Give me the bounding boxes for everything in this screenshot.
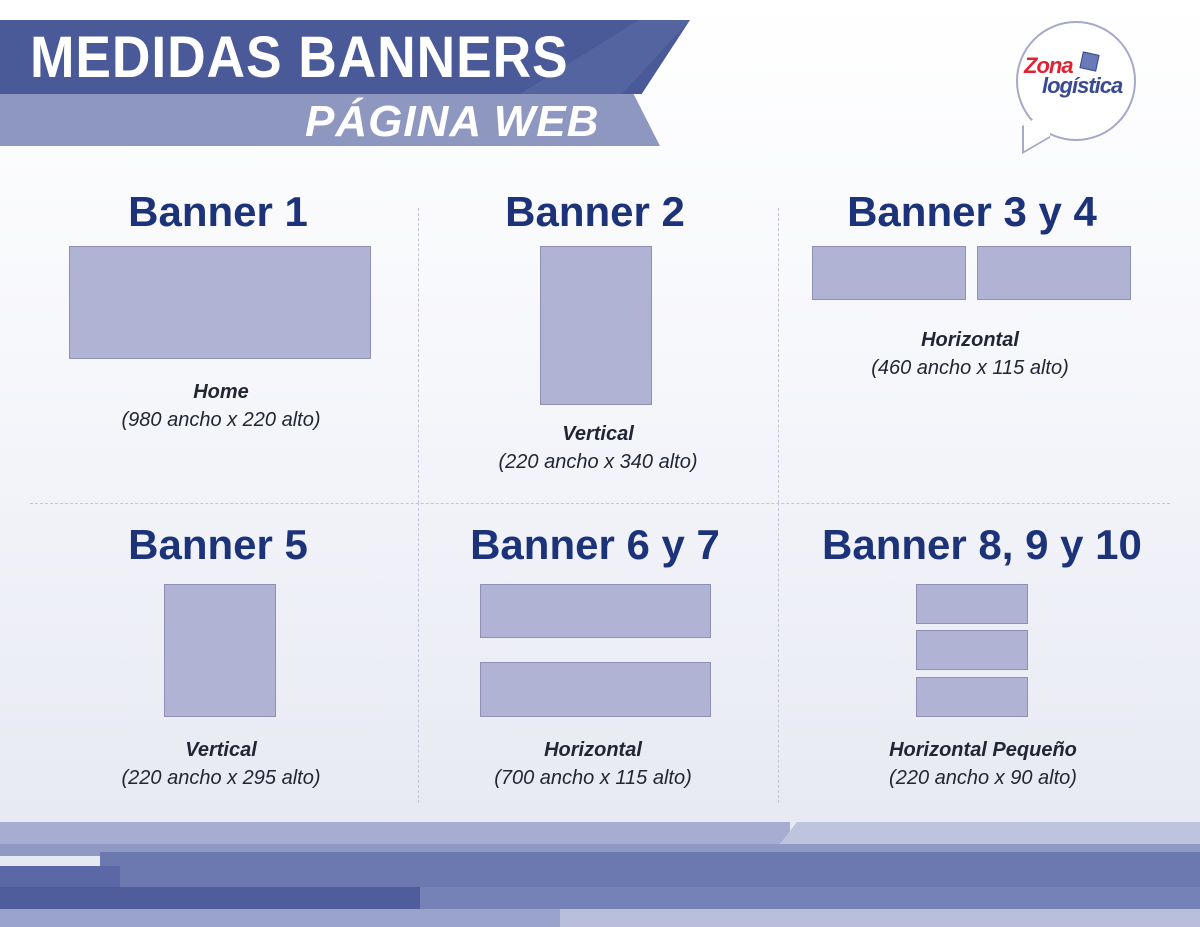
banner-8-9-10-heading: Banner 8, 9 y 10 [822,521,1142,568]
banner-2-heading: Banner 2 [505,188,685,235]
banner-6-7-dims: (700 ancho x 115 alto) [494,767,692,789]
banner-6-7-heading: Banner 6 y 7 [470,521,720,568]
banner-3-preview [812,246,966,300]
decorative-stripe [780,822,1200,844]
column-divider [778,208,779,503]
page-subtitle: PÁGINA WEB [305,97,600,146]
column-divider [418,208,419,503]
page-title: MEDIDAS BANNERS [30,25,569,90]
banner-3-4-dims: (460 ancho x 115 alto) [871,357,1069,379]
banner-5-preview [164,584,276,717]
row-divider [30,503,1170,504]
banner-3-4-heading: Banner 3 y 4 [847,188,1097,235]
banner-4-preview [977,246,1131,300]
column-divider [778,503,779,803]
decorative-stripe [560,909,1200,927]
column-divider [418,503,419,803]
package-icon [1079,51,1100,72]
banner-5-label: Vertical [185,739,257,761]
banner-10-preview [916,677,1028,717]
banner-2-label: Vertical [562,423,634,445]
banner-5-heading: Banner 5 [128,521,308,568]
banner-6-preview [480,584,711,638]
banner-7-preview [480,662,711,717]
logo: Zona logística [1020,53,1130,98]
banner-5-dims: (220 ancho x 295 alto) [121,767,321,789]
header-band [0,20,690,94]
banner-9-preview [916,630,1028,670]
banner-3-4-label: Horizontal [921,329,1019,351]
banner-2-dims: (220 ancho x 340 alto) [498,451,698,473]
logo-bubble-tail [1022,109,1050,155]
decorative-stripe [420,887,1200,909]
banner-8-9-10-dims: (220 ancho x 90 alto) [889,767,1077,789]
logo-word-zona: Zona [1024,53,1074,78]
logo-word-logistica: logística [1042,73,1123,98]
banner-6-7-label: Horizontal [544,739,642,761]
decorative-stripe [100,852,1200,887]
banner-8-preview [916,584,1028,624]
banner-8-9-10-label: Horizontal Pequeño [889,739,1077,761]
subheader-band [0,94,660,146]
banner-1-heading: Banner 1 [128,188,308,235]
banner-1-label: Home [193,381,249,403]
banner-2-preview [540,246,652,405]
decorative-stripe [0,822,790,844]
banner-1-dims: (980 ancho x 220 alto) [121,409,321,431]
banner-1-preview [69,246,371,359]
